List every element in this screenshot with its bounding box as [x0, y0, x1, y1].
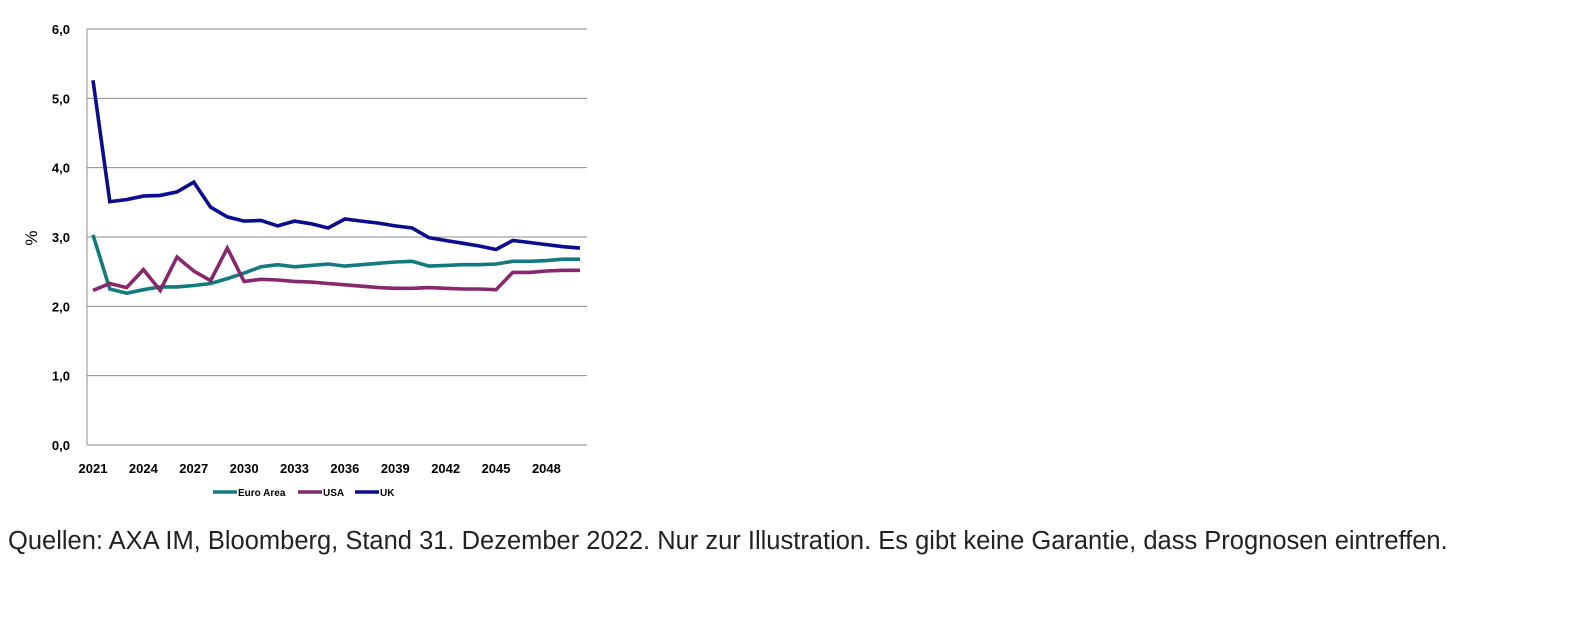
- x-tick-label: 2030: [230, 461, 259, 476]
- x-tick-label: 2021: [79, 461, 108, 476]
- series-line-euro-area: [91, 234, 580, 296]
- legend-label-usa: USA: [323, 488, 344, 499]
- x-tick-label: 2024: [129, 461, 159, 476]
- x-tick-label: 2048: [532, 461, 561, 476]
- legend: Euro Area USA UK: [213, 488, 395, 499]
- y-tick-label: 3,0: [52, 230, 70, 245]
- y-axis-title: %: [22, 230, 41, 245]
- y-tick-label: 5,0: [52, 91, 70, 106]
- line-chart: 0,01,02,03,04,05,06,0 2021 2024 2027 2030 20…: [22, 22, 587, 499]
- series-lines: [91, 80, 581, 296]
- y-tick-label: 4,0: [52, 161, 70, 176]
- series-line-uk: [91, 80, 581, 252]
- series-line-usa: [92, 244, 580, 294]
- y-tick-label: 0,0: [52, 438, 70, 453]
- x-tick-labels: 2021 2024 2027 2030 2033 2036 2039 2042 2045 2048: [79, 461, 561, 476]
- x-tick-label: 2027: [179, 461, 208, 476]
- x-tick-label: 2033: [280, 461, 309, 476]
- x-tick-label: 2036: [330, 461, 359, 476]
- y-tick-label: 1,0: [52, 369, 70, 384]
- y-tick-label: 2,0: [52, 299, 70, 314]
- x-tick-label: 2042: [431, 461, 460, 476]
- legend-label-uk: UK: [380, 488, 395, 499]
- y-tick-labels: 0,0 1,0 2,0 3,0 4,0 5,0 6,0: [52, 22, 70, 453]
- gridlines: [87, 28, 587, 377]
- axes: [86, 29, 587, 446]
- legend-label-euro-area: Euro Area: [238, 488, 286, 499]
- x-tick-label: 2039: [381, 461, 410, 476]
- y-tick-label: 6,0: [52, 22, 70, 37]
- x-tick-label: 2045: [482, 461, 511, 476]
- source-caption: Quellen: AXA IM, Bloomberg, Stand 31. De…: [8, 527, 1448, 555]
